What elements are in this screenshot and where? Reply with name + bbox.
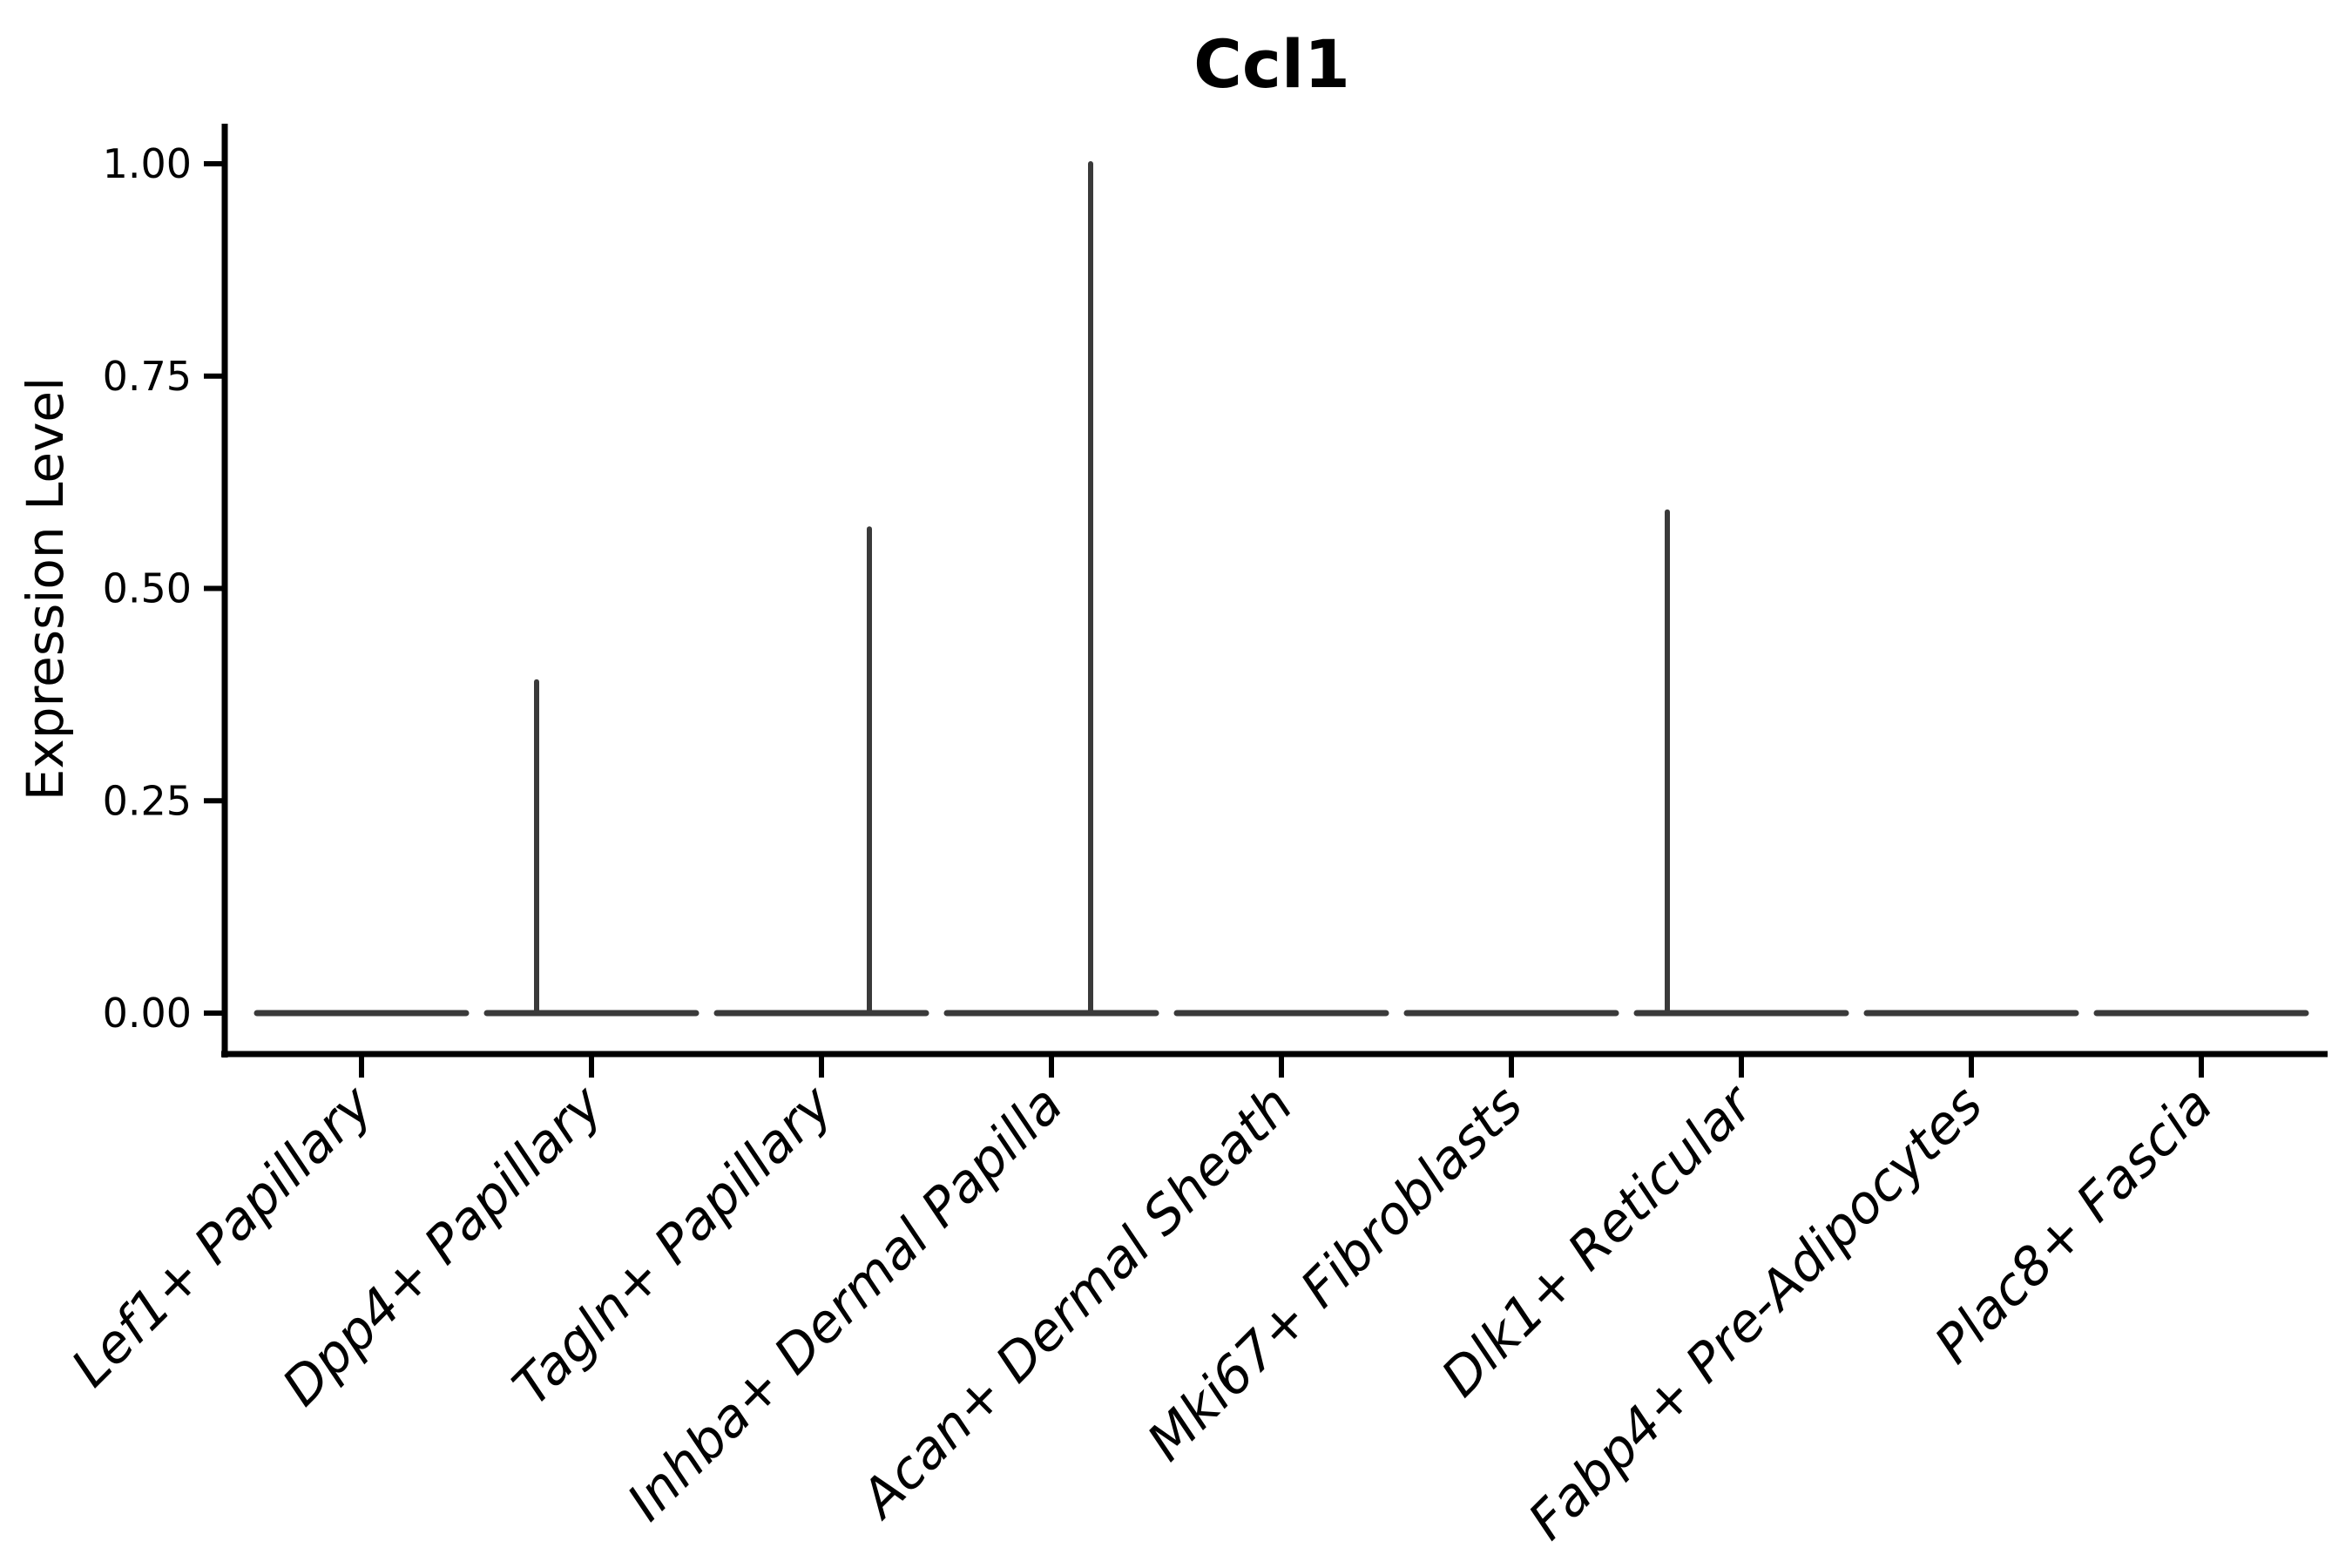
y-axis-label: Expression Level — [16, 377, 75, 801]
y-tick-label: 0.50 — [103, 565, 192, 612]
x-tick-label: Inhba+ Dermal Papilla — [616, 1074, 1074, 1532]
x-tick-label: Fabp4+ Pre-Adipocytes — [1517, 1074, 1994, 1551]
y-ticks: 0.00 0.25 0.50 0.75 1.00 — [103, 140, 223, 1037]
violin — [943, 161, 1159, 1017]
y-tick-label: 0.00 — [103, 990, 192, 1037]
violin — [713, 526, 929, 1017]
y-tick-label: 1.00 — [103, 140, 192, 187]
y-tick-label: 0.75 — [103, 353, 192, 400]
x-tick-label: Mki67+ Fibroblasts — [1136, 1074, 1535, 1473]
x-ticks — [359, 1057, 2204, 1078]
violin — [483, 679, 700, 1017]
violins — [253, 161, 2309, 1017]
axes — [221, 124, 2328, 1058]
plot-title: Ccl1 — [1193, 25, 1350, 103]
y-tick-label: 0.25 — [103, 777, 192, 824]
violin — [1633, 509, 1849, 1017]
x-tick-label: Acan+ Dermal Sheath — [848, 1074, 1305, 1531]
